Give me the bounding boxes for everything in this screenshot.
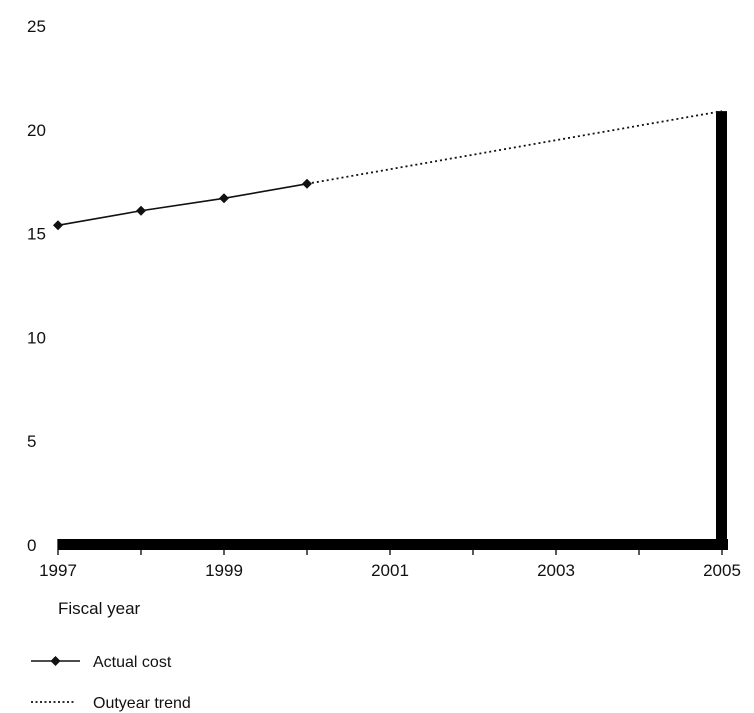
x-axis-line bbox=[58, 539, 728, 550]
data-point-actual-cost bbox=[219, 193, 229, 204]
x-tick-label: 2003 bbox=[537, 561, 575, 580]
y-tick-label: 20 bbox=[27, 121, 46, 140]
data-point-actual-cost bbox=[136, 205, 146, 216]
y-tick-label: 0 bbox=[27, 536, 36, 555]
data-point-actual-cost bbox=[53, 220, 63, 231]
series-line-actual-cost bbox=[57, 182, 308, 227]
x-axis-ticks: 1997 1999 2001 2003 2005 bbox=[39, 539, 741, 580]
legend-diamond-marker bbox=[50, 656, 61, 666]
y-tick-label: 10 bbox=[27, 328, 46, 347]
y-axis-line bbox=[716, 111, 727, 550]
data-point-actual-cost bbox=[302, 178, 312, 189]
x-tick-label: 2005 bbox=[703, 561, 741, 580]
chart-axes bbox=[58, 111, 728, 550]
chart-legend: Actual cost Outyear trend bbox=[31, 654, 191, 712]
x-axis-title: Fiscal year bbox=[58, 599, 141, 618]
x-tick-label: 1997 bbox=[39, 561, 77, 580]
legend-item-outyear-trend: Outyear trend bbox=[31, 695, 191, 712]
y-tick-label: 5 bbox=[27, 432, 36, 451]
legend-item-actual-cost: Actual cost bbox=[31, 654, 172, 671]
x-tick-label: 1999 bbox=[205, 561, 243, 580]
y-axis-ticks: 0 5 10 15 20 25 bbox=[27, 17, 46, 555]
y-tick-label: 15 bbox=[27, 225, 46, 244]
y-tick-label: 25 bbox=[27, 17, 46, 36]
legend-label-outyear-trend: Outyear trend bbox=[93, 695, 191, 712]
series-line-outyear-trend bbox=[306, 110, 723, 185]
chart-series bbox=[53, 110, 723, 231]
x-tick-label: 2001 bbox=[371, 561, 409, 580]
legend-label-actual-cost: Actual cost bbox=[93, 654, 172, 671]
